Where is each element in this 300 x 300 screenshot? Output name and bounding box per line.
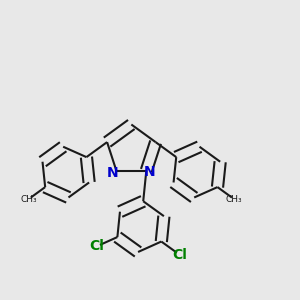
Text: CH₃: CH₃ (20, 195, 37, 204)
Text: N: N (144, 165, 155, 179)
Text: N: N (107, 166, 118, 180)
Text: Cl: Cl (89, 239, 104, 254)
Text: Cl: Cl (172, 248, 187, 262)
Text: CH₃: CH₃ (226, 195, 242, 204)
